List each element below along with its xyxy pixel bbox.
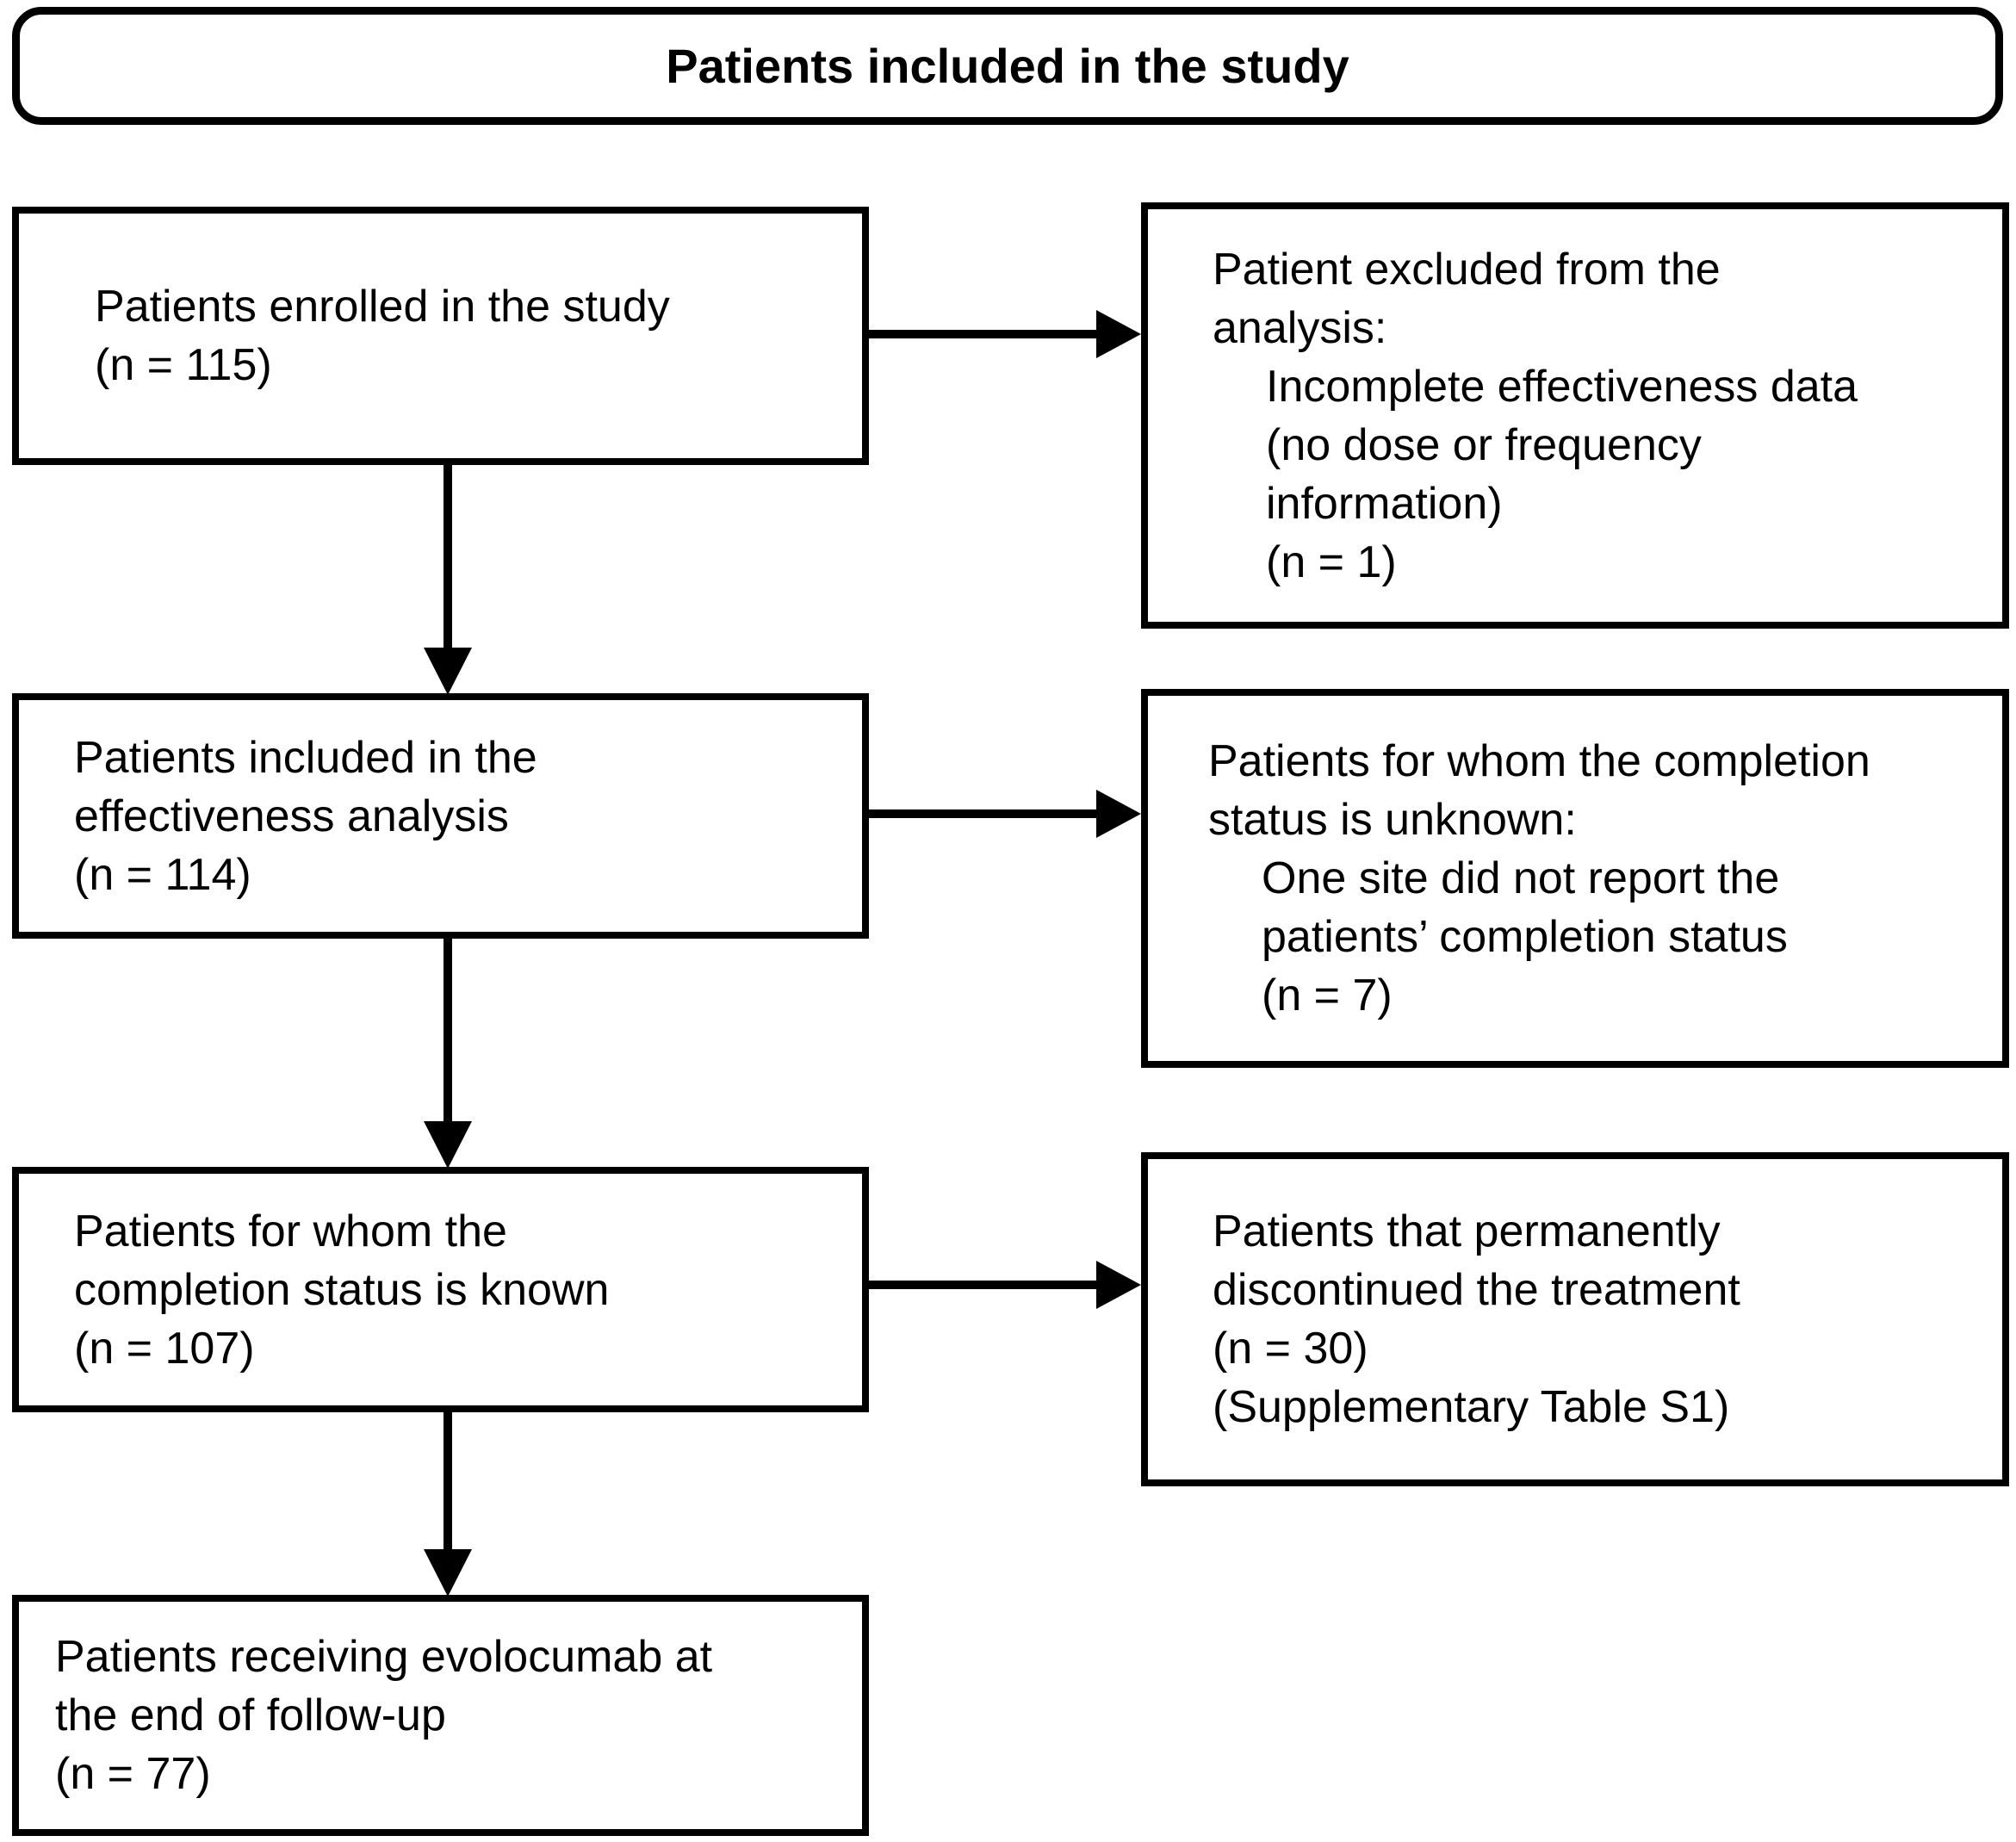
box-text-line: Patient excluded from the [1213, 244, 1721, 295]
box-reason-line: Incomplete effectiveness data [1266, 361, 1858, 412]
box-text-line: completion status is known [74, 1264, 610, 1315]
title-box: Patients included in the study [12, 7, 2003, 125]
box-text-line: Patients for whom the completion [1208, 736, 1870, 786]
box-text-line: status is unknown: [1208, 795, 1577, 845]
box-text-line: analysis: [1213, 302, 1387, 353]
arrow-down-known-to-receiving-head [424, 1549, 472, 1597]
box-reason-line: One site did not report the [1262, 853, 1780, 903]
box-completion-known: Patients for whom the completion status … [12, 1167, 869, 1412]
arrow-down-known-to-receiving-shaft [444, 1412, 452, 1549]
box-text-line: Patients enrolled in the study [95, 282, 670, 332]
box-count-line: (n = 7) [1262, 971, 1393, 1020]
arrow-right-effectiveness-to-unknown-head [1096, 790, 1141, 838]
box-text-line: effectiveness analysis [74, 791, 509, 841]
box-count-line: (n = 77) [55, 1749, 211, 1799]
arrow-right-effectiveness-to-unknown-shaft [869, 809, 1096, 818]
box-text-line: the end of follow-up [55, 1690, 446, 1740]
box-reason-line: patients’ completion status [1262, 912, 1788, 962]
box-effectiveness-analysis: Patients included in the effectiveness a… [12, 693, 869, 939]
box-text-line: Patients included in the [74, 732, 537, 783]
box-reason-line: (no dose or frequency [1266, 419, 1702, 470]
box-text-line: Patients that permanently [1213, 1206, 1721, 1256]
box-reason-line: information) [1266, 478, 1503, 529]
arrow-down-enrolled-to-effectiveness-head [424, 648, 472, 695]
arrow-right-known-to-discontinued-shaft [869, 1281, 1096, 1289]
box-count-line: (n = 114) [74, 849, 251, 900]
box-count-line: (n = 107) [74, 1323, 255, 1374]
box-count-line: (n = 1) [1266, 536, 1397, 587]
arrow-down-enrolled-to-effectiveness-shaft [444, 465, 452, 648]
arrow-down-effectiveness-to-known-head [424, 1121, 472, 1169]
box-excluded: Patient excluded from the analysis: Inco… [1141, 202, 2009, 629]
box-receiving-at-end: Patients receiving evolocumab at the end… [12, 1595, 869, 1836]
arrow-right-enrolled-to-excluded-shaft [869, 330, 1096, 338]
box-text-line: Patients receiving evolocumab at [55, 1632, 713, 1682]
arrow-down-effectiveness-to-known-shaft [444, 939, 452, 1121]
arrow-right-known-to-discontinued-head [1096, 1261, 1141, 1309]
box-patients-enrolled: Patients enrolled in the study (n = 115) [12, 207, 869, 465]
box-completion-unknown: Patients for whom the completion status … [1141, 689, 2009, 1068]
box-discontinued: Patients that permanently discontinued t… [1141, 1152, 2009, 1486]
box-text-line: discontinued the treatment [1213, 1265, 1740, 1315]
box-text-line: Patients for whom the [74, 1206, 507, 1256]
figure-title: Patients included in the study [666, 38, 1349, 93]
box-reference-line: (Supplementary Table S1) [1213, 1382, 1730, 1432]
box-count-line: (n = 30) [1213, 1324, 1368, 1374]
arrow-right-enrolled-to-excluded-head [1096, 310, 1141, 358]
box-count-line: (n = 115) [95, 340, 272, 390]
